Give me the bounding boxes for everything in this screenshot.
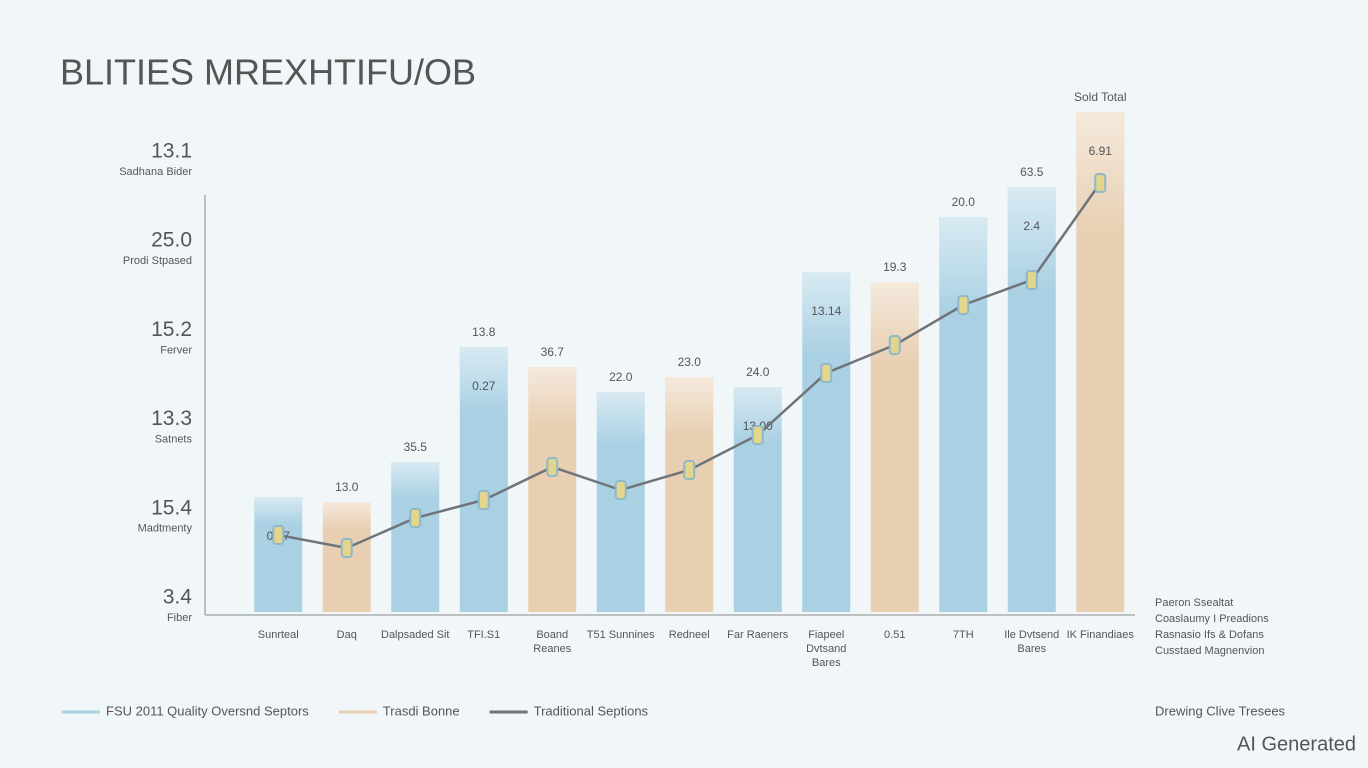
y-axis-caption: Ferver [160,344,192,356]
x-tick-label: Sunrteal [257,629,299,641]
bar-inner-label: 6.91 [1089,144,1113,158]
bar-inner-label: 13.14 [811,304,841,318]
bar-label: Sold Total [1074,90,1126,104]
y-axis-label: 13.3 [151,407,192,430]
bar-label: 13.0 [335,480,359,494]
bar-highlight [870,282,919,612]
x-tick-label: IK Finandiaes [1066,629,1134,641]
bar-label: 36.7 [541,345,565,359]
side-note: Cusstaed Magnenvion [1155,645,1264,657]
line-marker [409,508,422,528]
x-tick-label: 0.51 [884,629,906,641]
line-marker [957,295,970,315]
line-marker [546,457,559,477]
line-marker [888,335,901,355]
line-marker [340,538,353,558]
y-axis-caption: Sadhana Bider [119,166,192,178]
x-tick-label: Boand Reanes [533,629,572,655]
x-tick-label: Ile Dvtsend Bares [1004,629,1060,655]
y-axis-label: 13.1 [151,140,192,163]
bar-highlight [528,367,577,612]
bar-highlight [1007,187,1056,612]
x-tick-label: Daq [336,629,357,641]
bar-label: 22.0 [609,370,633,384]
watermark: AI Generated [1237,733,1356,755]
y-axis-label: 3.4 [163,586,193,609]
y-axis-label: 15.2 [151,318,192,341]
x-tick-label: Dalpsaded Sit [381,629,450,641]
y-axis-label: 15.4 [151,496,192,519]
bar-label: 24.0 [746,365,770,379]
legend-label: Traditional Septions [534,703,649,718]
bar-highlight [459,347,508,612]
legend-label: FSU 2011 Quality Oversnd Septors [106,703,309,718]
bar-inner-label: 0.27 [472,379,496,393]
x-tick-label: TFI.S1 [467,629,501,641]
x-tick-label: Far Raeners [727,629,789,641]
bar-highlight [254,497,303,612]
side-note: Paeron Ssealtat [1155,597,1233,609]
bar-label: 20.0 [952,195,976,209]
bar-highlight [733,387,782,612]
bar-highlight [596,392,645,612]
line-marker [1094,173,1107,193]
x-tick-label: T51 Sunnines [586,629,655,641]
y-axis-caption: Prodi Stpased [123,255,192,267]
y-axis-label: 25.0 [151,229,192,252]
bar-highlight [939,217,988,612]
side-note: Coaslaumy I Preadions [1155,613,1269,625]
bar-highlight [1076,112,1125,612]
line-marker [614,480,627,500]
bar-highlight [802,272,851,612]
line-marker [477,490,490,510]
y-axis-caption: Satnets [155,434,193,446]
x-tick-label: 7TH [952,629,974,641]
bar-label: 13.8 [472,325,496,339]
legend-label: Trasdi Bonne [383,703,460,718]
x-tick-label: Redneel [668,629,710,641]
side-note: Rasnasio Ifs & Dofans [1155,629,1264,641]
bar-label: 35.5 [404,440,428,454]
x-tick-label: Fiapeel Dvtsand Bares [806,629,847,669]
bar-label: 63.5 [1020,165,1044,179]
bar-inner-label: 2.4 [1023,219,1040,233]
y-axis-caption: Fiber [167,612,192,624]
bar-highlight [391,462,440,612]
bar-label: 23.0 [678,355,702,369]
line-marker [683,460,696,480]
bar-label: 19.3 [883,260,907,274]
bar-highlight [665,377,714,612]
chart-title: BLITIES MREXHTIFU/OB [60,52,476,93]
line-marker [1025,270,1038,290]
footer-note: Drewing Clive Tresees [1155,703,1286,718]
line-marker [820,363,833,383]
y-axis-caption: Madtmenty [138,523,193,535]
line-marker [272,525,285,545]
line-marker [751,425,764,445]
